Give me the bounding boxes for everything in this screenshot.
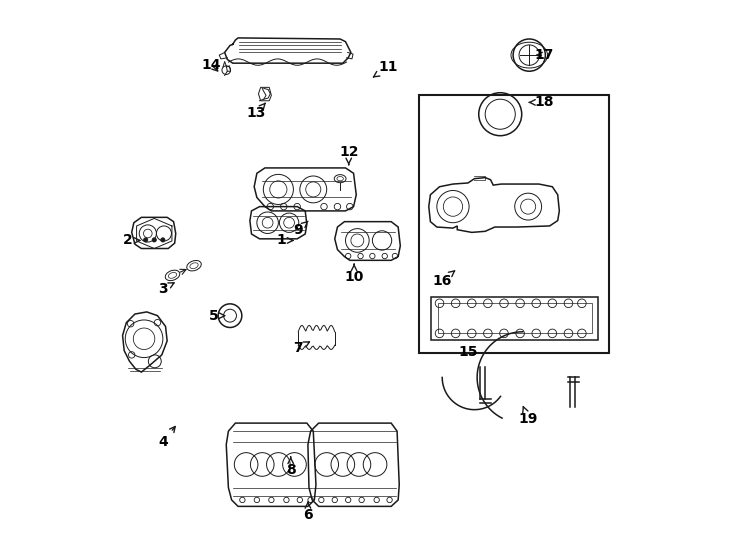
Text: 14: 14 [201,58,221,72]
Text: 7: 7 [294,341,310,355]
Text: 5: 5 [209,309,225,323]
Bar [438,303,592,333]
Text: 16: 16 [432,271,455,288]
Bar [432,297,598,340]
Text: 19: 19 [518,407,538,427]
Bar [418,96,609,353]
Text: 1: 1 [276,233,293,247]
Text: 12: 12 [339,145,358,165]
Text: 11: 11 [374,60,399,77]
Text: 4: 4 [158,427,175,449]
Text: 8: 8 [286,457,296,477]
Circle shape [144,238,148,242]
Text: 15: 15 [458,345,478,359]
Text: 3: 3 [158,282,174,296]
Circle shape [152,238,156,242]
Circle shape [161,238,165,242]
Text: 6: 6 [303,502,313,522]
Text: 18: 18 [529,96,554,110]
Text: 2: 2 [123,233,139,247]
Text: 17: 17 [534,48,554,62]
Text: 9: 9 [294,221,308,237]
Text: 13: 13 [247,103,266,120]
Text: 10: 10 [344,265,364,284]
